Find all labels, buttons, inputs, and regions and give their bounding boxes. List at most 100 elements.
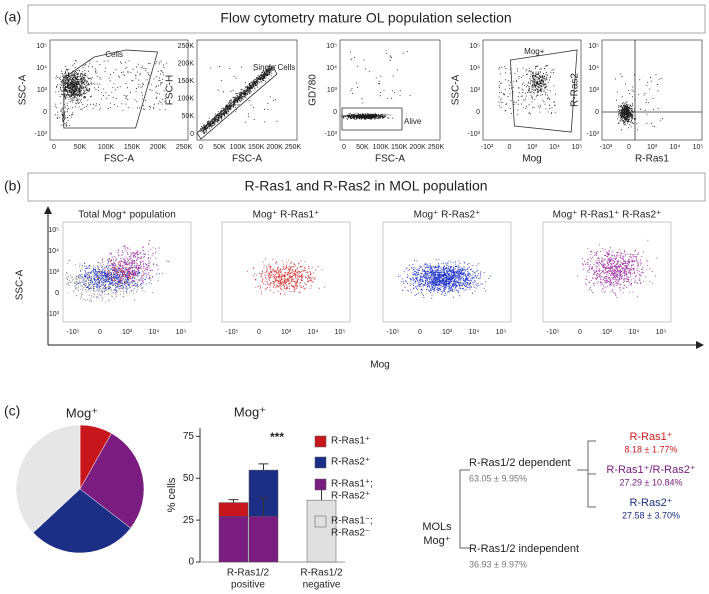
y-tick-label: 10⁴ xyxy=(326,65,337,72)
branch-value: 63.05 ± 9.95% xyxy=(469,473,527,483)
bracket xyxy=(577,440,596,508)
event-cloud xyxy=(97,258,145,291)
y-tick-label: 10⁵ xyxy=(469,43,480,50)
pie-slice xyxy=(15,424,81,533)
axis-label: % cells xyxy=(166,477,178,512)
plot-frame xyxy=(221,221,351,323)
plot-frame xyxy=(601,39,703,141)
leaf-label: R-Ras1⁺ xyxy=(629,431,672,443)
gate-label: Cells xyxy=(105,50,123,59)
plot-title: Total Mog⁺ population xyxy=(78,210,176,221)
event-cloud xyxy=(199,65,278,134)
x-tick-label: 150K xyxy=(248,144,265,151)
axis-label: Mog xyxy=(370,360,389,371)
axis-label: FSC-A xyxy=(375,154,405,165)
y-tick-label: 10³ xyxy=(49,269,60,276)
event-cloud xyxy=(65,259,153,303)
x-tick-label: 0 xyxy=(508,144,512,151)
gate xyxy=(509,49,578,133)
arrow-head xyxy=(696,341,704,349)
y-tick-label: 10⁴ xyxy=(36,65,47,72)
x-tick-label: 200K xyxy=(409,144,426,151)
axis-label: FSC-A xyxy=(104,154,134,165)
branch-label: R-Ras1/2 dependent xyxy=(469,457,571,469)
x-tick-label: 10⁴ xyxy=(308,329,319,336)
x-tick-label: 0 xyxy=(627,144,631,151)
legend-swatch xyxy=(314,478,327,491)
bracket xyxy=(459,469,470,549)
branch-value: 36.93 ± 9.97% xyxy=(469,559,527,569)
x-tick-label: 50K xyxy=(74,144,87,151)
gate xyxy=(341,107,403,131)
y-tick-label: -10³ xyxy=(468,131,481,138)
branch-label: R-Ras1/2 independent xyxy=(469,543,579,555)
x-tick-label: 50K xyxy=(213,144,226,151)
y-tick-label: 50K xyxy=(182,113,195,120)
arrow-head xyxy=(44,206,52,214)
gate xyxy=(196,66,278,140)
error-bar xyxy=(258,497,269,517)
axis-label: SSC-A xyxy=(15,269,26,300)
axis-label: R-Ras2 xyxy=(570,73,581,107)
event-cloud xyxy=(70,258,160,298)
x-tick-label: 150K xyxy=(124,144,141,151)
x-tick-label: 10³ xyxy=(527,144,538,151)
title-box xyxy=(27,172,706,202)
y-tick-label: 200K xyxy=(178,60,195,67)
plot-title: Mog⁺ R-Ras2⁺ xyxy=(414,210,481,221)
x-tick-label: -10⁵ xyxy=(66,329,79,336)
legend-label: R-Ras1⁺; xyxy=(331,479,373,490)
bar-segment xyxy=(248,516,279,563)
gate-label: Alive xyxy=(404,117,422,126)
panel-label: (a) xyxy=(4,9,21,25)
y-tick-label: 0 xyxy=(190,131,194,138)
axis-label: Mog xyxy=(522,154,541,165)
x-tick-label: 50K xyxy=(356,144,369,151)
y-tick-label: 0 xyxy=(595,109,599,116)
x-tick-label: 10⁵ xyxy=(496,329,507,336)
panel-label: (c) xyxy=(4,403,20,419)
x-tick-label: -10³ xyxy=(481,144,494,151)
panel-label: (b) xyxy=(4,178,21,194)
gate-label: Single Cells xyxy=(253,63,295,72)
panel-title: R-Ras1 and R-Ras2 in MOL population xyxy=(244,178,487,194)
y-tick-label: 0 xyxy=(188,557,194,568)
panel-title: Flow cytometry mature OL population sele… xyxy=(220,10,511,26)
x-tick-label: -10⁵ xyxy=(546,329,559,336)
x-tick-label: 250K xyxy=(428,144,445,151)
leaf-value: 27.58 ± 3.70% xyxy=(622,510,680,520)
y-tick-label: -10³ xyxy=(587,131,600,138)
pie-title: Mog⁺ xyxy=(66,405,98,420)
plot-frame xyxy=(542,221,672,323)
leaf-value: 27.29 ± 10.84% xyxy=(620,477,683,487)
y-tick-label: -10³ xyxy=(325,131,338,138)
y-tick-label: 10⁵ xyxy=(48,227,59,234)
x-tick-label: positive xyxy=(231,580,265,591)
y-tick-label: 150K xyxy=(178,78,195,85)
y-tick-label: 10⁴ xyxy=(48,248,59,255)
bar-segment xyxy=(218,502,249,517)
event-cloud xyxy=(615,73,663,131)
x-tick-label: 10⁵ xyxy=(335,329,346,336)
gate xyxy=(63,49,159,129)
event-cloud xyxy=(577,239,658,298)
x-tick-label: -10⁵ xyxy=(225,329,238,336)
y-tick-label: 10³ xyxy=(470,87,481,94)
x-tick-label: R-Ras1/2 xyxy=(300,568,343,579)
axis-label: R-Ras1 xyxy=(635,154,669,165)
legend-swatch xyxy=(314,515,327,528)
legend-label: R-Ras2⁻ xyxy=(331,528,370,539)
x-tick-label: 10⁵ xyxy=(656,329,667,336)
legend-label: R-Ras2⁺ xyxy=(331,491,370,502)
y-tick-label: 100K xyxy=(178,96,195,103)
x-tick-label: 250K xyxy=(285,144,302,151)
axis-label: GD780 xyxy=(308,74,319,106)
x-tick-label: -10⁵ xyxy=(386,329,399,336)
event-cloud xyxy=(398,259,491,299)
x-tick-label: 10³ xyxy=(647,144,658,151)
x-tick-label: 10⁵ xyxy=(693,144,704,151)
y-tick-label: -10³ xyxy=(35,131,48,138)
x-tick-label: 10⁵ xyxy=(572,144,583,151)
x-tick-label: 10³ xyxy=(281,329,292,336)
